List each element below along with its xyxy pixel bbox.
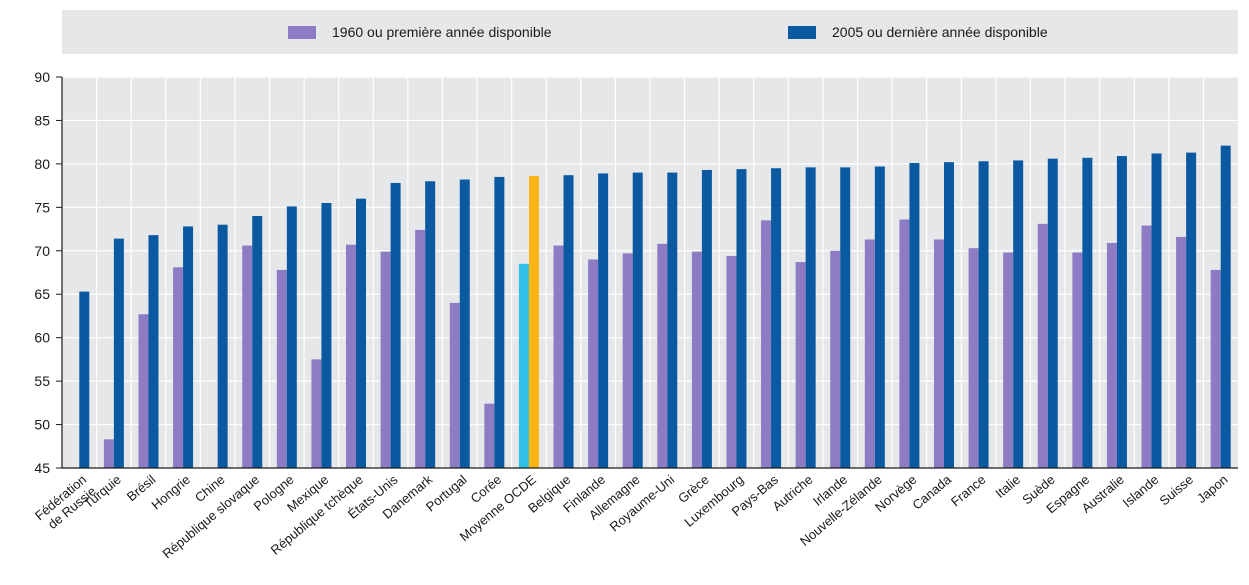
bar-2005 <box>148 235 159 468</box>
bar-2005 <box>494 176 505 468</box>
bar-1960 <box>415 229 426 468</box>
y-tick-label: 70 <box>34 243 50 259</box>
bar-1960 <box>484 403 495 468</box>
bar-2005 <box>79 291 90 468</box>
bar-2005 <box>1151 153 1162 468</box>
legend-item-1960: 1960 ou première année disponible <box>288 10 552 54</box>
legend-item-2005: 2005 ou dernière année disponible <box>788 10 1048 54</box>
bar-2005 <box>1013 160 1024 468</box>
y-tick-label: 45 <box>34 460 50 476</box>
legend: 1960 ou première année disponible 2005 o… <box>62 10 1238 54</box>
bar-1960 <box>518 263 529 468</box>
bar-1960 <box>899 219 910 468</box>
bar-2005 <box>1047 158 1058 469</box>
bar-2005 <box>1220 145 1231 469</box>
bar-2005 <box>425 181 436 468</box>
bar-1960 <box>1106 242 1117 468</box>
y-tick-label: 65 <box>34 286 50 302</box>
bar-2005 <box>909 163 920 468</box>
bar-1960 <box>380 251 391 468</box>
bar-1960 <box>691 251 702 468</box>
y-tick-label: 50 <box>34 417 50 433</box>
bar-2005 <box>113 238 124 468</box>
bar-1960 <box>761 220 772 468</box>
bar-1960 <box>1072 252 1083 468</box>
bar-1960 <box>449 302 460 468</box>
x-tick-label: Suisse <box>1157 472 1197 509</box>
bar-2005 <box>390 183 401 468</box>
bar-2005 <box>736 169 747 468</box>
bar-2005 <box>286 206 297 468</box>
bar-2005 <box>459 179 470 469</box>
bar-1960 <box>968 248 979 468</box>
legend-label-1960: 1960 ou première année disponible <box>332 24 552 40</box>
bar-1960 <box>276 269 287 468</box>
legend-swatch-1960 <box>288 25 316 39</box>
bar-2005 <box>1186 152 1197 469</box>
bar-2005 <box>183 226 194 468</box>
bar-1960 <box>726 255 737 468</box>
bar-2005 <box>632 172 643 469</box>
bar-2005 <box>701 169 712 468</box>
bar-1960 <box>588 259 599 468</box>
bar-1960 <box>103 439 114 468</box>
bar-1960 <box>553 245 564 468</box>
bar-2005 <box>944 162 954 468</box>
y-tick-label: 90 <box>34 69 50 85</box>
y-tick-label: 55 <box>34 373 50 389</box>
bar-2005 <box>563 175 574 468</box>
bar-1960 <box>138 314 149 468</box>
bar-2005 <box>356 198 366 468</box>
bar-2005 <box>840 167 851 468</box>
bar-2005 <box>805 167 816 468</box>
bar-1960 <box>1141 225 1152 468</box>
y-tick-label: 75 <box>34 199 50 215</box>
bar-2005 <box>598 173 609 469</box>
bar-2005 <box>1082 157 1093 468</box>
bar-1960 <box>1003 252 1014 468</box>
y-tick-label: 80 <box>34 156 50 172</box>
bar-1960 <box>311 359 322 468</box>
x-tick-label: Islande <box>1120 472 1162 510</box>
bar-2005 <box>874 166 885 469</box>
bar-2005 <box>217 224 228 468</box>
bar-1960 <box>242 245 253 468</box>
x-tick-label: Japon <box>1194 472 1231 506</box>
bar-2005 <box>252 216 263 468</box>
legend-swatch-2005 <box>788 25 816 39</box>
bar-1960 <box>657 243 668 468</box>
bar-1960 <box>864 239 875 468</box>
bar-2005 <box>321 202 332 468</box>
bar-1960 <box>1176 236 1187 468</box>
x-tick-label: Canada <box>909 471 954 512</box>
legend-label-2005: 2005 ou dernière année disponible <box>832 24 1048 40</box>
bar-2005 <box>771 168 782 468</box>
bar-1960 <box>346 244 356 468</box>
bar-1960 <box>1210 269 1221 468</box>
bar-2005 <box>1116 156 1127 468</box>
bar-1960 <box>173 267 184 468</box>
y-tick-label: 85 <box>34 112 50 128</box>
x-tick-label: Hongrie <box>148 472 193 513</box>
bar-1960 <box>934 239 944 468</box>
bar-1960 <box>622 253 633 468</box>
bar-2005 <box>978 161 989 468</box>
bar-2005 <box>528 176 539 468</box>
bar-2005 <box>667 172 678 469</box>
x-tick-label: France <box>948 472 989 510</box>
bar-1960 <box>830 250 841 468</box>
y-tick-label: 60 <box>34 330 50 346</box>
bar-1960 <box>795 262 806 468</box>
bar-1960 <box>1037 223 1048 468</box>
